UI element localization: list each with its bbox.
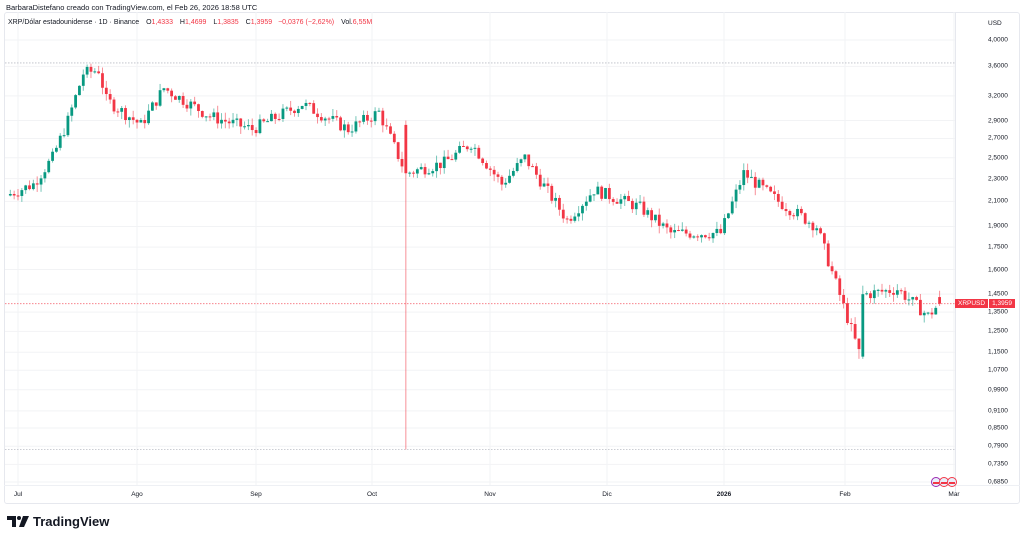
last-price-tag: XRPUSD 1,3959 (955, 299, 1015, 308)
currency-unit[interactable]: USD (988, 20, 1002, 27)
time-axis-border (4, 485, 1020, 486)
economic-events[interactable] (931, 477, 957, 487)
change-value: −0,0376 (−2,62%) (278, 19, 335, 26)
symbol-title[interactable]: XRP/Dólar estadounidense · 1D · Binance (8, 19, 140, 26)
price-tick: 1,6000 (988, 266, 1008, 273)
price-tick: 2,3000 (988, 175, 1008, 183)
time-tick: Jul (13, 491, 23, 498)
logo-text: TradingView (33, 514, 110, 529)
close-value: 1,3959 (250, 19, 273, 26)
price-tick: 0,7900 (988, 442, 1008, 450)
price-tick: 0,8500 (988, 424, 1008, 432)
price-tick: 3,6000 (988, 62, 1008, 70)
price-tick: 0,9100 (988, 407, 1008, 415)
price-tick: 0,6850 (988, 478, 1008, 486)
price-tag-symbol: XRPUSD (955, 299, 989, 308)
tradingview-logo[interactable]: TradingView (7, 514, 109, 529)
time-tick: Sep (250, 491, 262, 498)
time-tick: Oct (366, 491, 378, 498)
price-tick: 1,2500 (988, 327, 1008, 335)
price-tick: 1,9000 (988, 222, 1008, 230)
high-value: 1,4699 (184, 19, 207, 26)
low-value: 1,3835 (217, 19, 239, 26)
tradingview-logo-icon (7, 516, 29, 527)
us-flag-event-icon[interactable] (947, 477, 957, 487)
price-tick: 4,0000 (988, 36, 1008, 44)
price-axis[interactable] (955, 12, 1021, 492)
price-tick: 2,5000 (988, 154, 1008, 162)
price-tag-value: 1,3959 (989, 299, 1015, 308)
time-tick: Mar (948, 491, 960, 498)
ohlc-legend: XRP/Dólar estadounidense · 1D · Binance … (8, 19, 373, 26)
price-tick: 1,0700 (988, 366, 1008, 374)
price-tick: 0,9900 (988, 386, 1008, 394)
price-tick: 1,1500 (988, 348, 1008, 356)
time-tick: Dic (602, 491, 612, 498)
price-tick: 2,7000 (988, 134, 1008, 142)
chart-credit: BarbaraDistefano creado con TradingView.… (6, 3, 258, 12)
price-tick: 2,9000 (988, 117, 1008, 125)
price-tick: 1,7500 (988, 243, 1008, 251)
open-value: 1,4333 (151, 19, 173, 26)
time-tick: 2026 (716, 491, 732, 498)
price-tick: 3,2000 (988, 92, 1008, 100)
price-tick: 1,4500 (988, 290, 1008, 298)
price-tick: 0,7350 (988, 460, 1008, 468)
time-tick: Ago (131, 491, 143, 498)
volume-value: 6,55M (352, 19, 373, 26)
time-tick: Nov (484, 491, 496, 498)
time-tick: Feb (839, 491, 851, 498)
price-tick: 2,1000 (988, 197, 1008, 205)
price-tick: 1,3500 (988, 308, 1008, 316)
chart-frame (4, 12, 1020, 504)
